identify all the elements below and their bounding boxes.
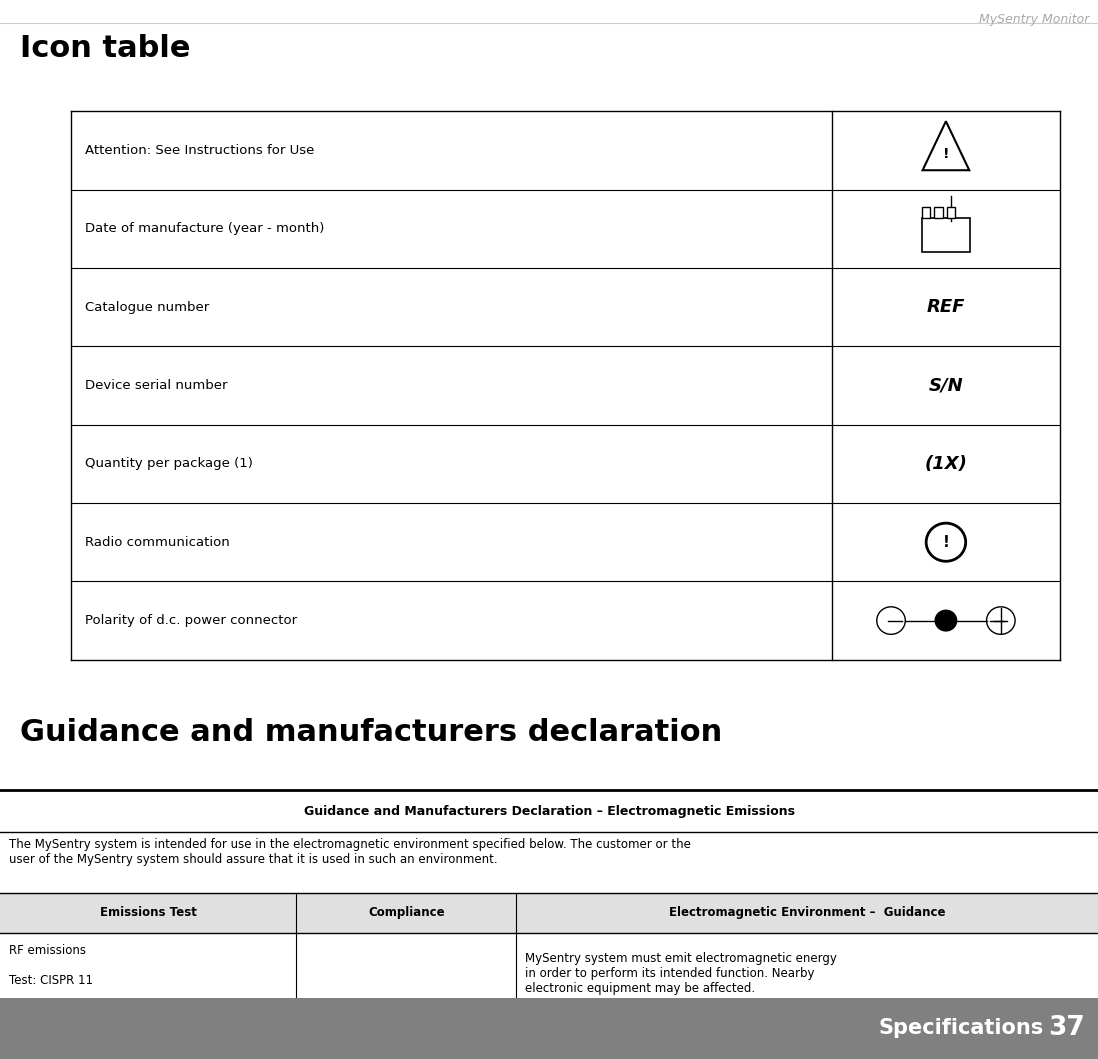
Text: Device serial number: Device serial number [85,379,227,392]
Text: Radio communication: Radio communication [85,536,229,549]
Text: Electromagnetic Environment –  Guidance: Electromagnetic Environment – Guidance [669,907,945,919]
Text: Group 2: Group 2 [382,999,430,1011]
Text: S/N: S/N [929,377,963,394]
Text: (1X): (1X) [925,455,967,472]
Text: 37: 37 [1049,1016,1085,1041]
Bar [0,893,1098,933]
Text: The MySentry system is intended for use in the electromagnetic environment speci: The MySentry system is intended for use … [9,838,691,865]
Text: Specifications: Specifications [878,1019,1044,1038]
Text: Attention: See Instructions for Use: Attention: See Instructions for Use [85,144,314,157]
Bar [0,998,1098,1059]
Text: Polarity of d.c. power connector: Polarity of d.c. power connector [85,614,296,627]
Text: Compliance: Compliance [368,907,445,919]
Text: REF: REF [927,299,965,316]
Text: MySentry system must emit electromagnetic energy
in order to perform its intende: MySentry system must emit electromagneti… [525,952,837,995]
Text: MySentry Monitor: MySentry Monitor [978,13,1089,25]
Text: Guidance and Manufacturers Declaration – Electromagnetic Emissions: Guidance and Manufacturers Declaration –… [303,805,795,818]
Text: !: ! [942,535,950,550]
Text: RF emissions

Test: CISPR 11: RF emissions Test: CISPR 11 [9,944,93,987]
Text: Catalogue number: Catalogue number [85,301,209,313]
Text: Quantity per package (1): Quantity per package (1) [85,457,253,470]
Text: Date of manufacture (year - month): Date of manufacture (year - month) [85,222,324,235]
Text: !: ! [943,146,949,161]
Text: Icon table: Icon table [20,34,190,62]
Text: Guidance and manufacturers declaration: Guidance and manufacturers declaration [20,718,722,747]
Text: Emissions Test: Emissions Test [100,907,197,919]
